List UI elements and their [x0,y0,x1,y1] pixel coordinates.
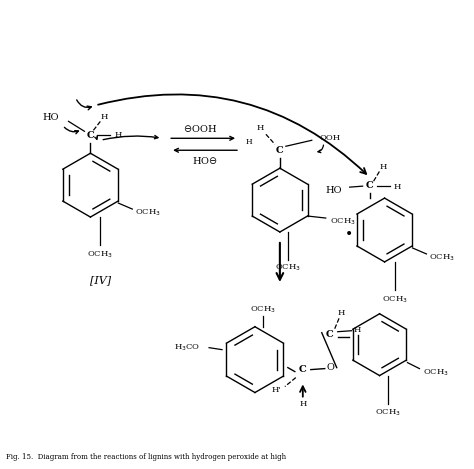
Text: H': H' [271,386,281,393]
Text: OCH$_3$: OCH$_3$ [250,304,276,315]
Text: OCH$_3$: OCH$_3$ [330,217,356,227]
Text: Fig. 15.  Diagram from the reactions of lignins with hydrogen peroxide at high: Fig. 15. Diagram from the reactions of l… [6,454,286,461]
Text: H: H [299,401,307,408]
Text: C: C [366,181,374,189]
Text: H: H [338,309,346,317]
Text: [IV]: [IV] [90,275,111,285]
Text: OCH$_3$: OCH$_3$ [275,263,301,273]
Text: OCH$_3$: OCH$_3$ [135,208,161,218]
Text: •: • [345,228,353,242]
Text: H: H [100,113,108,121]
Text: HO: HO [325,186,342,195]
Text: HO: HO [42,113,58,122]
Text: C: C [276,146,284,155]
Text: H$_3$CO: H$_3$CO [174,342,200,353]
Text: OOH: OOH [320,134,341,142]
Text: HO$\ominus$: HO$\ominus$ [192,155,218,166]
Text: OCH$_3$: OCH$_3$ [374,407,401,418]
Text: C: C [299,365,307,374]
Text: C: C [87,131,94,140]
Text: OCH$_3$: OCH$_3$ [423,367,449,378]
Text: H: H [394,183,401,191]
Text: $\ominus$OOH: $\ominus$OOH [183,123,217,134]
Text: C: C [326,330,334,339]
Text: OCH$_3$: OCH$_3$ [429,253,456,263]
Text: O: O [327,363,335,372]
Text: H: H [354,325,361,334]
Text: H: H [246,138,252,146]
Text: H: H [380,163,387,171]
Text: OCH$_3$: OCH$_3$ [87,250,113,260]
Text: OCH$_3$: OCH$_3$ [382,295,408,305]
Text: H: H [256,124,264,132]
Text: H: H [115,131,122,139]
